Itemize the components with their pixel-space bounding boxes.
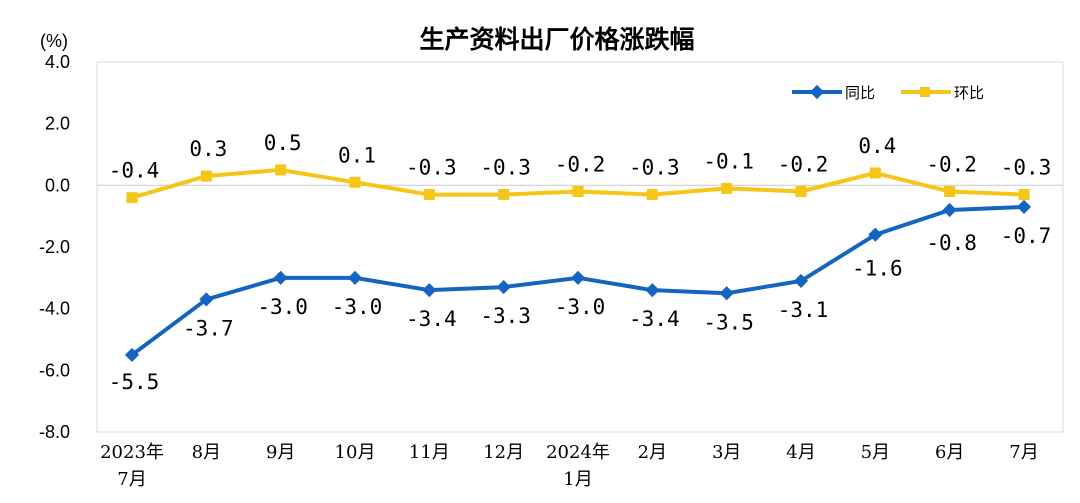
data-label-yoy: -0.7	[1001, 224, 1052, 248]
data-label-yoy: -3.7	[183, 316, 234, 340]
x-tick-label: 12月	[483, 442, 524, 463]
x-tick-label: 11月	[409, 442, 450, 463]
data-label-yoy: -3.0	[257, 295, 308, 319]
data-point-mom	[275, 164, 287, 176]
data-point-yoy	[942, 202, 957, 218]
data-label-yoy: -3.0	[555, 295, 606, 319]
x-tick-label: 3月	[712, 442, 741, 463]
data-point-yoy	[347, 270, 363, 285]
y-tick-label: 2.0	[45, 114, 70, 134]
y-tick-label: 4.0	[45, 52, 70, 72]
data-point-yoy	[124, 347, 140, 362]
data-point-yoy	[570, 270, 586, 285]
data-label-mom: -0.3	[406, 156, 457, 180]
x-tick-label: 4月	[786, 442, 815, 463]
data-point-mom	[795, 186, 807, 197]
data-label-mom: -0.2	[926, 153, 977, 177]
data-label-yoy: -3.0	[332, 295, 383, 319]
data-point-mom	[126, 192, 138, 204]
data-point-mom	[869, 167, 881, 179]
data-point-yoy	[645, 283, 660, 298]
data-point-mom	[1018, 189, 1030, 201]
legend-label-yoy: 同比	[845, 84, 875, 102]
data-label-mom: -0.3	[629, 156, 680, 180]
data-label-mom: 0.5	[264, 131, 302, 155]
data-point-yoy	[719, 286, 734, 301]
data-point-yoy	[793, 273, 809, 288]
x-tick-label: 2月	[638, 442, 667, 463]
x-tick-label: 5月	[861, 442, 890, 463]
x-tick-label: 7月	[117, 469, 146, 490]
data-label-mom: -0.2	[778, 153, 829, 177]
x-tick-label: 1月	[563, 469, 592, 490]
data-point-mom	[572, 186, 584, 197]
data-point-mom	[423, 189, 435, 201]
x-tick-label: 10月	[335, 442, 376, 463]
data-label-mom: 0.4	[858, 134, 896, 158]
data-point-mom	[944, 186, 956, 197]
data-point-yoy	[496, 280, 511, 295]
data-label-mom: 0.1	[338, 143, 376, 167]
y-tick-label: 0.0	[45, 175, 70, 195]
y-tick-label: -6.0	[39, 360, 70, 380]
data-label-mom: -0.3	[1001, 156, 1052, 180]
x-tick-label: 9月	[266, 442, 295, 463]
x-tick-label: 2023年	[100, 442, 164, 463]
data-point-mom	[200, 170, 212, 182]
data-label-yoy: -3.4	[629, 307, 680, 331]
data-label-mom: -0.2	[555, 153, 606, 177]
legend-label-mom: 环比	[954, 84, 984, 102]
data-label-mom: 0.3	[189, 137, 227, 161]
data-point-yoy	[422, 283, 437, 298]
x-tick-label: 6月	[935, 442, 964, 463]
data-point-yoy	[1016, 199, 1032, 214]
data-point-yoy	[868, 227, 883, 242]
data-point-mom	[349, 176, 361, 188]
y-tick-label: -8.0	[39, 422, 70, 442]
plot-area	[96, 61, 1064, 433]
data-label-mom: -0.1	[703, 149, 754, 173]
data-label-yoy: -1.6	[852, 257, 903, 281]
data-label-yoy: -0.8	[926, 231, 977, 255]
data-point-mom	[498, 189, 510, 201]
x-tick-label: 7月	[1009, 442, 1038, 463]
y-axis-unit: (%)	[40, 31, 68, 51]
data-label-yoy: -3.4	[406, 307, 457, 331]
data-point-yoy	[273, 270, 288, 285]
y-tick-label: -4.0	[39, 299, 70, 319]
legend-marker-mom	[920, 87, 930, 97]
data-label-yoy: -3.3	[480, 304, 531, 328]
data-label-yoy: -3.1	[778, 298, 829, 322]
data-point-mom	[721, 182, 733, 194]
x-tick-label: 2024年	[546, 442, 610, 463]
x-tick-label: 8月	[192, 442, 221, 463]
data-label-mom: -0.4	[109, 159, 160, 183]
data-point-mom	[646, 189, 658, 201]
data-label-yoy: -3.5	[703, 310, 754, 334]
chart-title: 生产资料出厂价格涨跌幅	[419, 25, 694, 54]
legend-marker-yoy	[809, 84, 825, 100]
data-point-yoy	[199, 292, 214, 307]
data-label-mom: -0.3	[480, 156, 531, 180]
data-label-yoy: -5.5	[109, 370, 160, 394]
y-tick-label: -2.0	[39, 237, 70, 257]
